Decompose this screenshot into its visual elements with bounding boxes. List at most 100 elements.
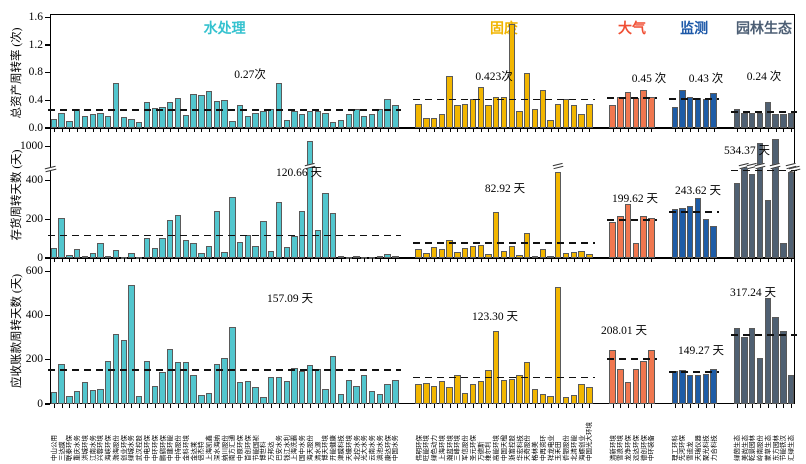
bar — [423, 117, 430, 128]
x-axis-tick — [317, 258, 319, 262]
x-axis-tick — [628, 128, 630, 132]
x-axis-tick — [472, 404, 474, 408]
x-axis-tick — [449, 404, 451, 408]
x-axis-company-label: 北清环能 — [570, 435, 578, 461]
average-annotation: 534.37 天 — [724, 145, 770, 157]
x-axis-company-label: 武汉控股 — [136, 435, 144, 461]
bar — [500, 379, 508, 404]
x-axis-tick — [356, 404, 358, 408]
x-axis-tick — [395, 404, 397, 408]
x-axis-company-label: 中电环保 — [144, 435, 151, 461]
x-axis-tick — [418, 258, 420, 262]
x-axis-tick — [760, 128, 762, 132]
bar — [477, 86, 484, 128]
bar — [120, 339, 127, 404]
x-axis-tick — [635, 404, 637, 408]
x-axis-tick — [472, 258, 474, 262]
x-axis-tick — [566, 258, 568, 262]
bar — [299, 370, 306, 404]
x-axis-tick — [271, 128, 273, 132]
bar — [423, 253, 430, 258]
x-axis-tick — [69, 128, 71, 132]
x-axis-tick — [170, 258, 172, 262]
x-axis-tick — [589, 128, 591, 132]
bar — [353, 386, 360, 404]
bar — [260, 221, 267, 258]
bar — [469, 98, 477, 128]
bar — [617, 216, 624, 258]
bar — [151, 248, 158, 258]
x-axis-tick — [53, 128, 55, 132]
x-axis-tick — [147, 258, 148, 262]
bar — [198, 253, 205, 258]
bar — [454, 105, 461, 128]
bar — [322, 388, 329, 404]
bar — [306, 140, 314, 258]
x-axis-tick — [511, 258, 513, 262]
x-axis-tick — [736, 128, 738, 132]
bar — [167, 102, 174, 128]
x-axis-tick — [77, 258, 79, 262]
bar — [609, 222, 616, 258]
x-axis-tick — [426, 258, 428, 262]
x-axis-tick — [108, 258, 110, 262]
x-axis-company-label: 倍杰特 — [198, 441, 206, 462]
y-axis-tick — [45, 218, 50, 220]
x-axis-tick — [263, 128, 265, 132]
bar — [477, 380, 484, 404]
y-axis-tick — [45, 257, 50, 259]
plot-panel-inventory — [50, 128, 795, 258]
x-axis-company-label: 祥龙电业 — [547, 435, 555, 461]
bar — [640, 216, 647, 258]
bar — [260, 397, 267, 404]
bar — [694, 375, 702, 404]
x-axis-company-label: 渤海股份 — [112, 435, 120, 461]
x-axis-tick — [387, 128, 389, 132]
bar — [679, 369, 686, 404]
bar — [756, 142, 764, 258]
x-axis-tick — [178, 258, 180, 262]
x-axis-tick — [69, 258, 71, 262]
x-axis-company-label: 万邦达 — [268, 441, 276, 462]
bar — [299, 210, 306, 258]
x-axis-tick — [224, 404, 226, 408]
x-axis-company-label: 德创环保 — [640, 435, 648, 461]
x-axis-tick — [573, 258, 575, 262]
x-axis-tick — [651, 128, 653, 132]
bar — [516, 375, 523, 404]
x-axis-tick — [643, 404, 645, 408]
x-axis-tick — [635, 258, 637, 262]
bar — [671, 370, 678, 404]
x-axis-tick — [100, 258, 102, 262]
x-axis-tick — [379, 404, 381, 408]
bar — [493, 96, 500, 128]
bar — [58, 364, 65, 404]
average-annotation: 317.24 天 — [730, 287, 776, 299]
plot-panel-turnover — [50, 14, 795, 128]
x-axis-tick — [61, 128, 63, 132]
x-axis-company-label: 中再资环 — [539, 435, 547, 461]
x-axis-company-label: 先河环保 — [679, 435, 687, 461]
bar — [345, 379, 352, 404]
x-axis-tick — [92, 404, 94, 408]
x-axis-tick — [752, 258, 754, 262]
bar — [58, 112, 65, 128]
x-axis-tick — [527, 258, 529, 262]
x-axis-tick — [286, 404, 288, 408]
bar — [741, 112, 748, 128]
x-axis-company-label: 三峰环境 — [454, 435, 462, 461]
x-axis-tick — [185, 128, 187, 132]
x-axis-tick — [503, 128, 505, 132]
x-axis-tick — [278, 128, 280, 132]
bar — [741, 336, 748, 404]
x-axis-tick — [348, 404, 350, 408]
x-axis-tick — [77, 128, 79, 132]
bar — [384, 254, 391, 258]
x-axis-tick — [682, 128, 684, 132]
x-axis-company-label: 东方园林 — [772, 435, 780, 461]
bar — [671, 107, 678, 128]
bar — [702, 219, 709, 258]
x-axis-company-label: 滇池水务 — [376, 435, 384, 461]
group-label-2: 大气 — [618, 22, 647, 37]
x-axis-company-label: 深水海纳 — [213, 435, 221, 461]
